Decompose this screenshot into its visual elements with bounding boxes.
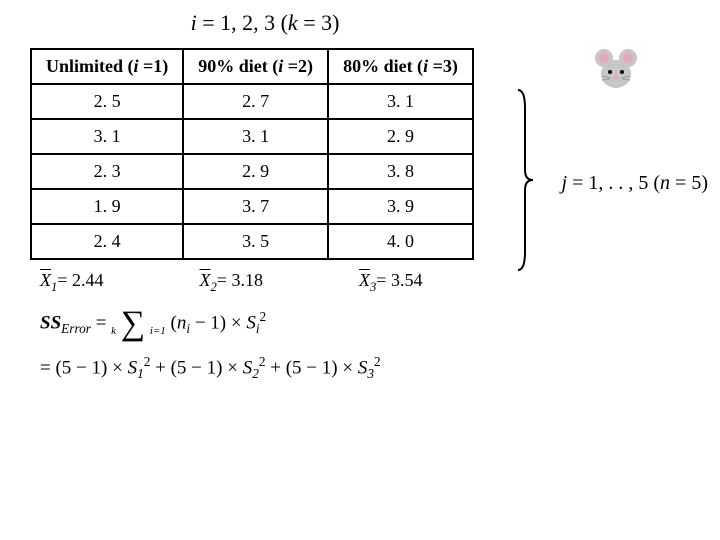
right-bracket-icon — [516, 88, 534, 272]
mouse-icon — [592, 48, 640, 92]
data-table: Unlimited (i =1) 90% diet (i =2) 80% die… — [30, 48, 474, 260]
table-row: 2. 52. 73. 1 — [31, 84, 473, 119]
ss-error-expansion: = (5 − 1) × S12 + (5 − 1) × S22 + (5 − 1… — [40, 354, 720, 382]
title-k: k — [288, 10, 298, 35]
mean-1: X1 = 2.44 — [40, 270, 195, 295]
title: i = 1, 2, 3 (k = 3) — [0, 0, 500, 36]
table-row: 2. 32. 93. 8 — [31, 154, 473, 189]
j-label: j = 1, . . , 5 (n = 5) — [562, 172, 708, 195]
title-eq2: = 3) — [298, 10, 340, 35]
ss-error-formula: SSError = k ∑ i=1 (ni − 1) × Si2 = (5 − … — [40, 309, 720, 382]
title-eq: = 1, 2, 3 ( — [197, 10, 288, 35]
col-header-2: 90% diet (i =2) — [183, 49, 328, 84]
mean-2: X2 = 3.18 — [200, 270, 355, 295]
col-header-1: Unlimited (i =1) — [31, 49, 183, 84]
mean-3: X3 = 3.54 — [359, 270, 422, 295]
means-row: X1 = 2.44 X2 = 3.18 X3 = 3.54 — [40, 270, 720, 295]
col-header-3: 80% diet (i =3) — [328, 49, 473, 84]
table-row: 1. 93. 73. 9 — [31, 189, 473, 224]
sigma-icon: k ∑ i=1 — [111, 310, 166, 338]
table-row: 2. 43. 54. 0 — [31, 224, 473, 259]
table-header-row: Unlimited (i =1) 90% diet (i =2) 80% die… — [31, 49, 473, 84]
table-row: 3. 13. 12. 9 — [31, 119, 473, 154]
